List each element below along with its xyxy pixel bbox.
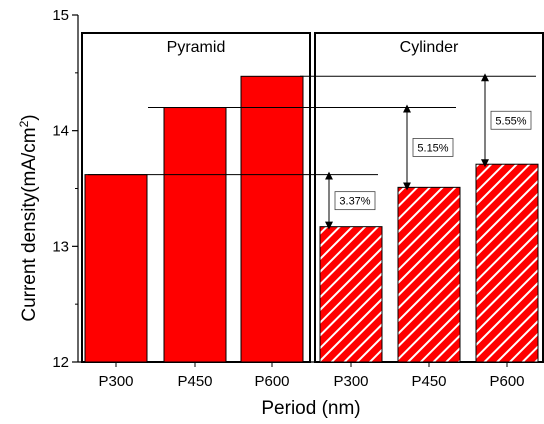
bar-cylinder-p300 [319, 226, 383, 363]
bar-pyramid-p600 [240, 75, 304, 363]
bar-pyramid-p450 [163, 107, 227, 363]
x-tick-label: P300 [98, 373, 133, 390]
annotation-label: 5.15% [417, 142, 448, 154]
y-tick-label: 15 [52, 7, 69, 24]
y-tick-label: 13 [52, 238, 69, 255]
x-tick-label: P450 [177, 373, 212, 390]
annotation-box [334, 191, 376, 211]
x-tick-label: P600 [254, 373, 289, 390]
group-label: Cylinder [400, 39, 459, 56]
y-tick-label: 12 [52, 354, 69, 371]
bar-pyramid-p300 [84, 174, 148, 363]
annotation-box [412, 138, 454, 157]
bar-cylinder-p600 [475, 163, 539, 363]
annotation-label: 5.55% [495, 115, 526, 127]
annotation-label: 3.37% [339, 196, 370, 208]
x-tick-label: P300 [333, 373, 368, 390]
x-axis-title: Period (nm) [261, 398, 360, 419]
x-tick-label: P450 [411, 373, 446, 390]
y-axis-title: Current density(mA/cm2) [17, 114, 40, 321]
annotation-box [490, 110, 532, 130]
y-tick-label: 14 [52, 123, 69, 140]
bar-cylinder-p450 [397, 186, 461, 363]
x-tick-label: P600 [489, 373, 524, 390]
group-label: Pyramid [167, 39, 226, 56]
